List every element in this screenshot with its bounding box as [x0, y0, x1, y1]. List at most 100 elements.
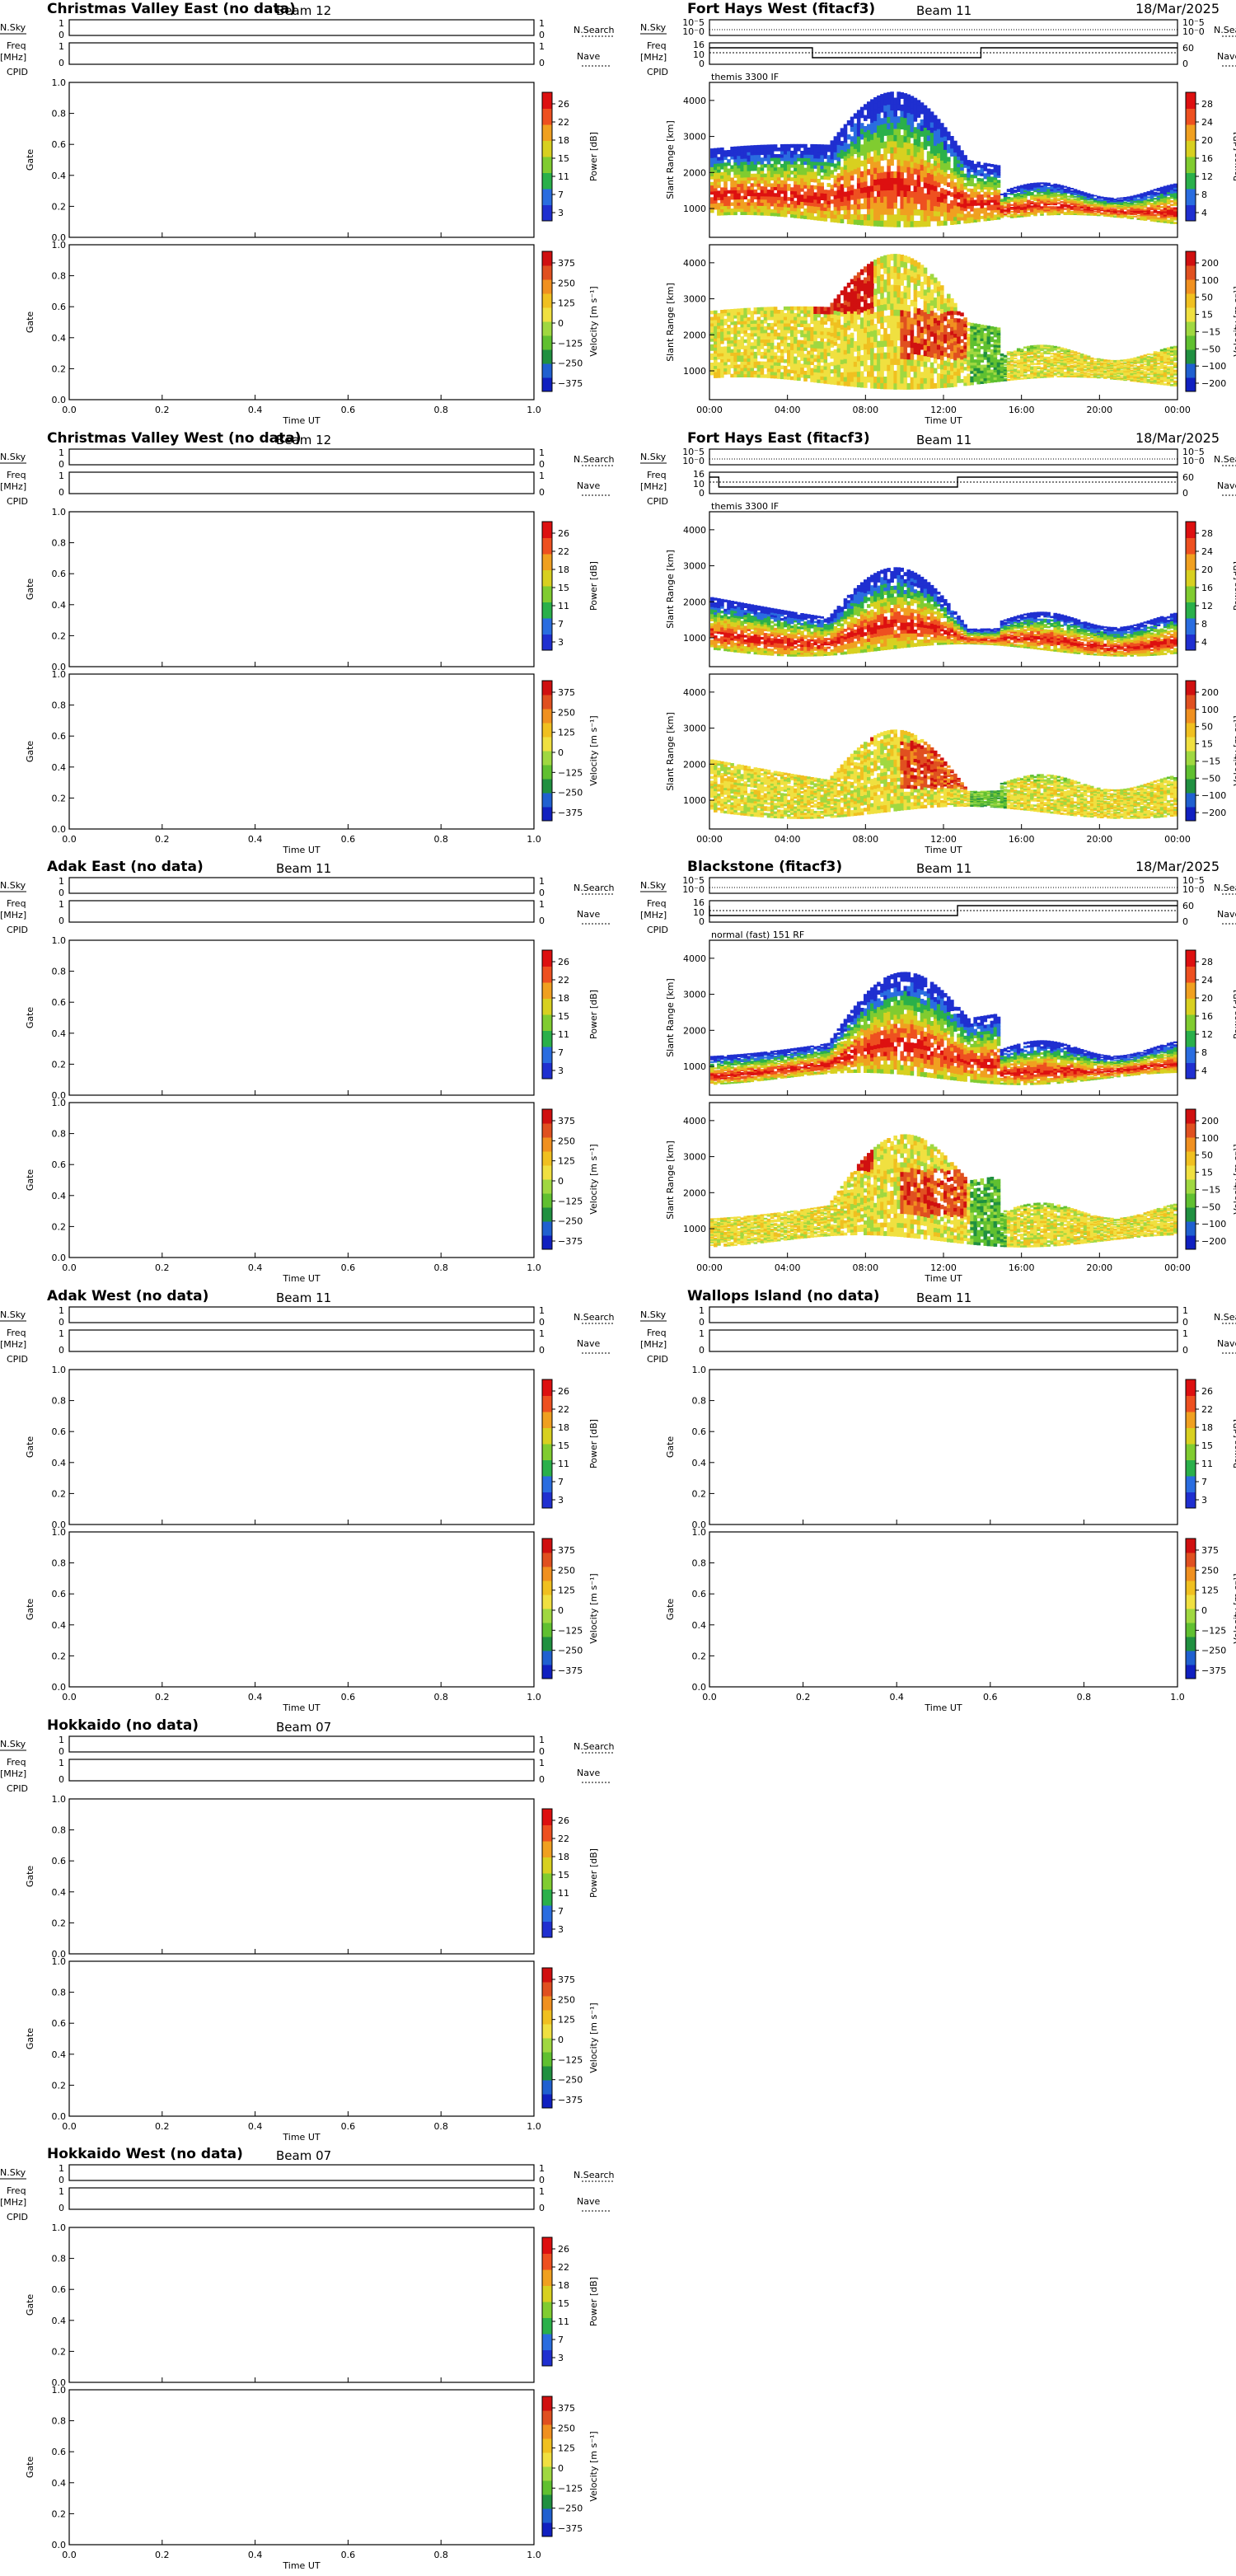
- power-echo-cell: [1136, 217, 1141, 219]
- vel-echo-cell: [957, 372, 961, 377]
- vel-echo-cell: [840, 363, 845, 369]
- power-echo-cell: [1063, 190, 1068, 194]
- vel-echo-cell: [1027, 366, 1031, 369]
- vel-echo-cell: [953, 337, 957, 342]
- vel-echo-cell: [714, 359, 718, 363]
- vel-echo-cell: [883, 377, 887, 383]
- power-echo-cell: [1006, 215, 1011, 218]
- vel-echo-cell: [970, 331, 974, 335]
- power-echo-cell: [1060, 190, 1065, 193]
- vel-echo-cell: [996, 364, 1001, 368]
- power-echo-cell: [763, 151, 768, 155]
- vel-echo-cell: [803, 344, 808, 348]
- power-echo-cell: [864, 126, 868, 133]
- nsearch-label: N.Search: [1214, 25, 1236, 35]
- power-echo-cell: [859, 160, 864, 166]
- vel-echo-cell: [823, 317, 828, 321]
- power-echo-cell: [1037, 208, 1041, 210]
- power-echo-cell: [1037, 200, 1041, 203]
- vel-echo-cell: [893, 290, 897, 297]
- vel-echo-cell: [760, 332, 765, 337]
- vel-echo-cell: [800, 363, 804, 368]
- power-echo-cell: [963, 182, 967, 187]
- vel-echo-cell: [1050, 372, 1054, 375]
- vel-echo-cell: [747, 364, 751, 368]
- vel-echo-cell: [720, 358, 724, 363]
- vel-echo-cell: [929, 372, 934, 379]
- vel-echo-cell: [953, 356, 957, 361]
- vel-echo-cell: [910, 264, 915, 271]
- power-echo-cell: [893, 97, 897, 105]
- vel-echo-cell: [823, 307, 828, 311]
- vel-echo-cell: [846, 348, 851, 354]
- power-echo-cell: [1006, 207, 1011, 209]
- power-echo-cell: [929, 132, 934, 138]
- power-echo-cell: [823, 217, 828, 222]
- vel-echo-cell: [926, 313, 931, 320]
- vel-echo-cell: [943, 347, 948, 353]
- vel-echo-cell: [1013, 364, 1018, 367]
- vel-echo-cell: [723, 330, 728, 335]
- power-echo-cell: [864, 176, 868, 182]
- power-echo-cell: [880, 208, 884, 215]
- vel-echo-cell: [820, 307, 824, 311]
- vel-echo-cell: [900, 321, 904, 329]
- power-echo-cell: [717, 166, 721, 170]
- vel-echo-cell: [820, 316, 824, 321]
- power-echo-cell: [926, 134, 931, 141]
- vel-echo-cell: [926, 356, 931, 363]
- power-echo-cell: [1110, 204, 1114, 206]
- power-echo-cell: [1060, 205, 1065, 208]
- power-echo-cell: [763, 199, 768, 204]
- power-echo-cell: [1086, 193, 1091, 195]
- power-echo-cell: [780, 180, 784, 185]
- vel-echo-cell: [840, 377, 845, 382]
- vel-echo-cell: [853, 371, 858, 377]
- vel-echo-cell: [843, 340, 848, 346]
- power-echo-cell: [810, 216, 814, 220]
- power-echo-cell: [926, 183, 931, 190]
- power-echo-cell: [1027, 201, 1031, 204]
- power-echo-cell: [820, 158, 824, 162]
- vel-echo-cell: [923, 372, 928, 378]
- vel-echo-cell: [970, 334, 974, 338]
- power-echo-cell: [856, 204, 861, 210]
- vel-echo-cell: [1023, 368, 1028, 371]
- power-echo-cell: [996, 180, 1001, 183]
- vel-echo-cell: [776, 322, 781, 327]
- vel-echo-cell: [943, 338, 948, 344]
- vel-echo-cell: [890, 358, 894, 365]
- vel-echo-cell: [870, 290, 874, 297]
- power-echo-cell: [813, 154, 817, 159]
- power-echo-cell: [750, 199, 755, 203]
- power-echo-cell: [920, 152, 925, 160]
- power-echo-cell: [1073, 190, 1078, 192]
- power-echo-cell: [1016, 207, 1021, 209]
- vel-echo-cell: [1070, 372, 1074, 374]
- y-tick-label: 1.0: [52, 240, 67, 251]
- power-echo-cell: [1169, 193, 1174, 196]
- power-echo-cell: [1056, 210, 1061, 213]
- vel-echo-cell: [750, 351, 755, 356]
- power-echo-cell: [1163, 190, 1168, 194]
- vel-echo-cell: [887, 284, 891, 292]
- vel-echo-cell: [920, 326, 925, 333]
- vel-echo-cell: [940, 350, 944, 356]
- power-echo-cell: [1149, 204, 1154, 206]
- power-echo-cell: [1173, 210, 1177, 213]
- vel-echo-cell: [1040, 372, 1044, 374]
- power-echo-cell: [1086, 211, 1091, 213]
- power-echo-cell: [1089, 197, 1094, 199]
- vel-echo-cell: [780, 316, 784, 321]
- vel-echo-cell: [920, 310, 925, 316]
- power-echo-cell: [780, 209, 784, 214]
- power-echo-cell: [996, 202, 1001, 205]
- power-echo-cell: [1030, 209, 1034, 213]
- power-echo-cell: [743, 176, 747, 181]
- power-echo-cell: [1063, 212, 1068, 214]
- power-echo-cell: [923, 160, 928, 166]
- power-echo-cell: [870, 191, 874, 198]
- vel-echo-cell: [1046, 369, 1051, 372]
- vel-echo-cell: [740, 311, 744, 316]
- vel-echo-cell: [810, 310, 814, 314]
